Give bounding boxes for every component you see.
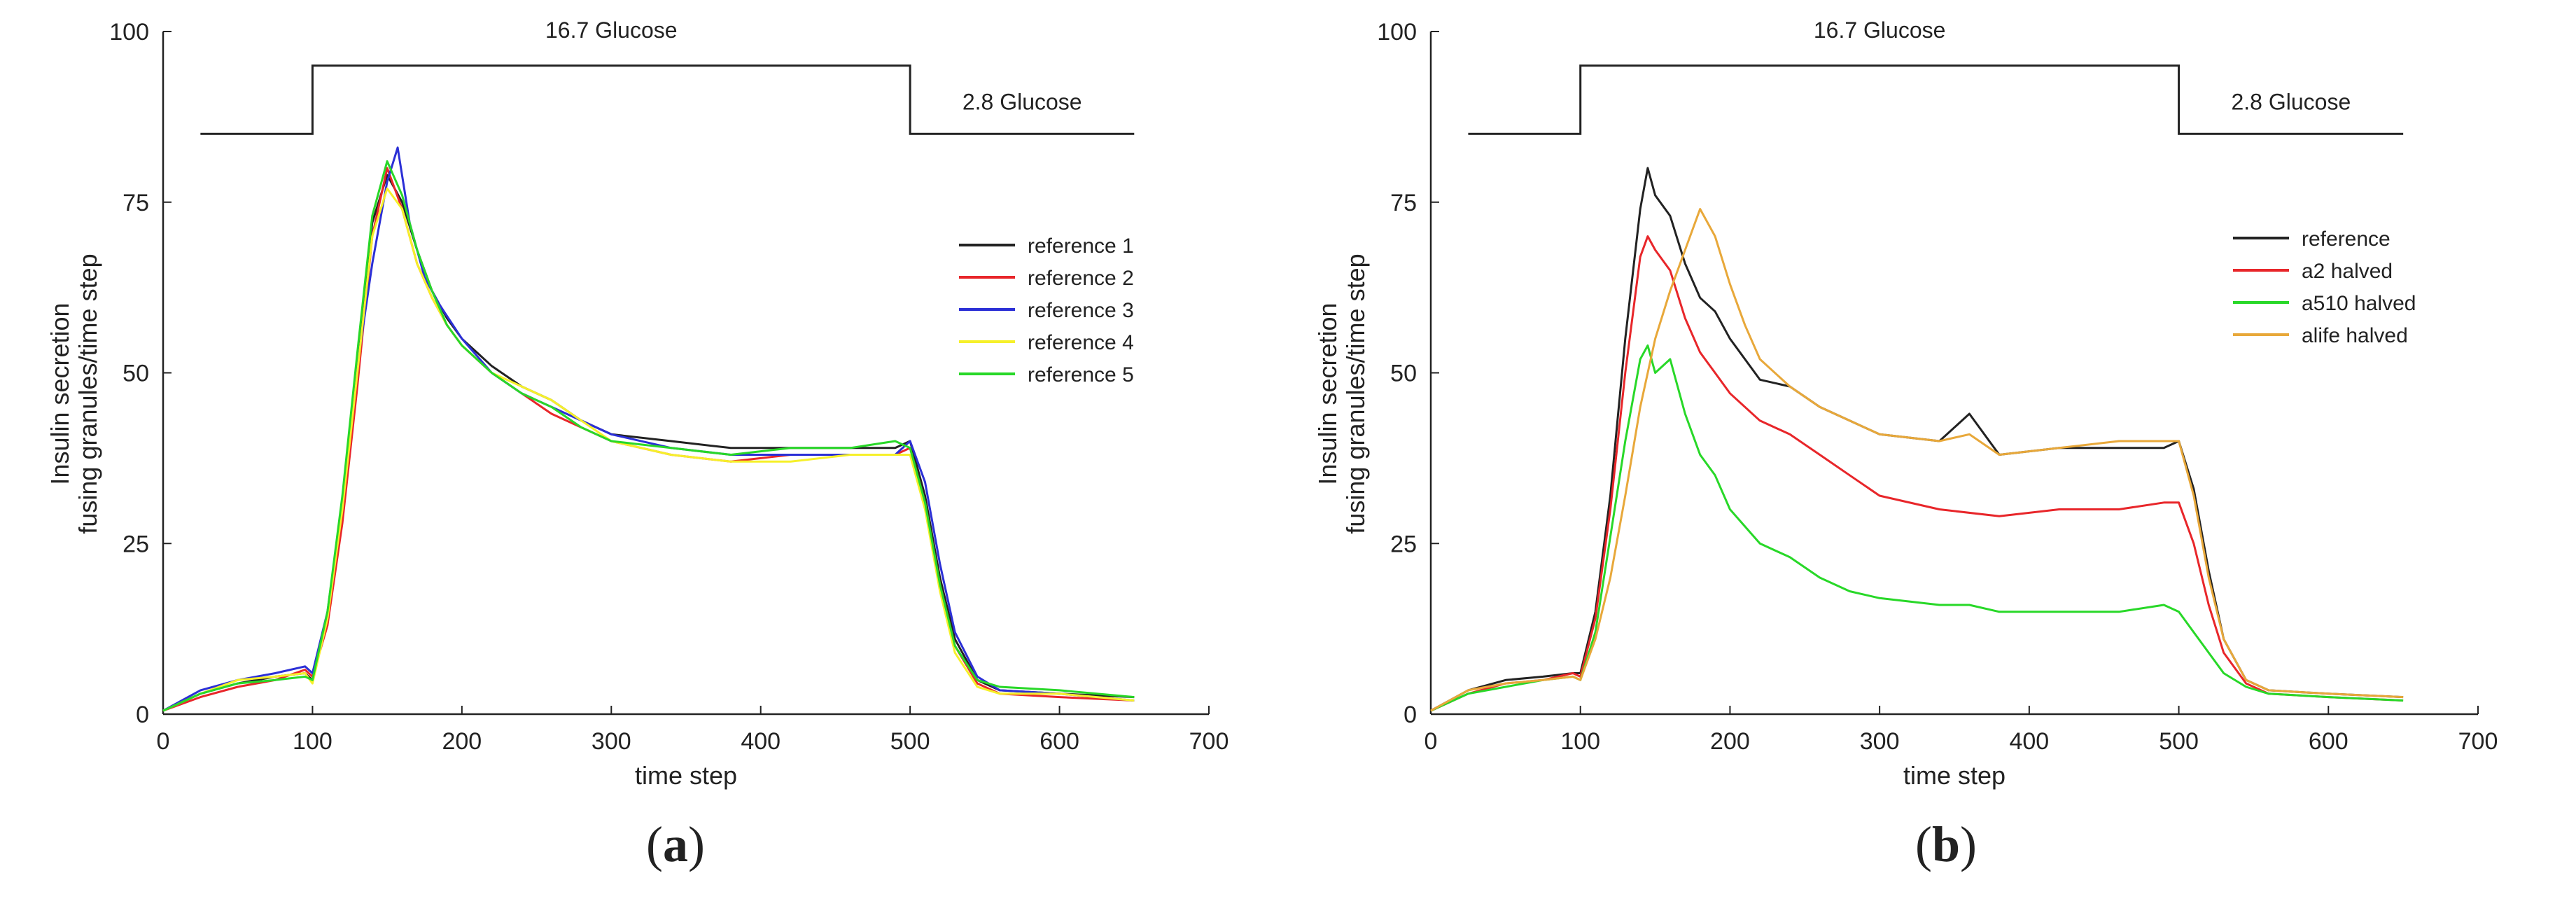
x-tick-label: 300	[592, 728, 631, 755]
axis-ticks	[1430, 31, 2479, 715]
axis-ticks	[162, 31, 1210, 715]
y-tick-label: 75	[122, 190, 149, 216]
legend-entry: a510 halved	[2302, 292, 2416, 315]
x-axis-label: time step	[1903, 761, 2005, 790]
x-tick-label: 100	[1560, 728, 1600, 755]
x-tick-label: 300	[1860, 728, 1900, 755]
x-tick-label: 500	[890, 728, 930, 755]
x-tick-label: 0	[1424, 728, 1438, 755]
y-tick-label: 25	[1390, 531, 1417, 557]
y-axis-label-line1: Insulin secretion	[46, 302, 74, 485]
x-axis-label: time step	[635, 761, 737, 790]
x-tick-label: 200	[442, 728, 482, 755]
legend-entry: reference 4	[1028, 331, 1134, 354]
series-line	[1430, 344, 2404, 712]
legend-entry: alife halved	[2302, 324, 2408, 347]
legend: reference 1 reference 2 reference 3 referen…	[959, 235, 1134, 386]
x-tick-label: 0	[157, 728, 170, 755]
legend-entry: a2 halved	[2302, 260, 2393, 283]
legend-entry: reference	[2302, 228, 2390, 251]
series-line	[1430, 235, 2404, 712]
glucose-stimulus: 16.7 Glucose 2.8 Glucose	[1468, 18, 2404, 135]
x-tick-label: 700	[2458, 728, 2498, 755]
x-tick-labels: 0 100 200 300 400 500 600 700	[1424, 728, 2498, 755]
y-axis-label-line2: fusing granules/time step	[1341, 253, 1370, 534]
chart-panel-a: 0 100 200 300 400 500 600 700 0 25 50 75 100 16.7 G…	[46, 18, 1228, 872]
y-tick-labels: 0 25 50 75 100	[1377, 19, 1417, 728]
stimulus-low-label: 2.8 Glucose	[2231, 89, 2351, 114]
series-lines	[1430, 167, 2404, 712]
y-axis-label-line1: Insulin secretion	[1313, 302, 1342, 485]
y-axis-label-line2: fusing granules/time step	[74, 253, 102, 534]
panel-label: (a)	[646, 816, 705, 872]
series-line	[1430, 208, 2404, 712]
x-tick-label: 600	[2309, 728, 2348, 755]
panel-label-letter: a	[663, 816, 688, 872]
panel-label: (b)	[1915, 816, 1977, 872]
x-tick-label: 600	[1040, 728, 1079, 755]
panel-label-paren: )	[1960, 816, 1977, 872]
stimulus-high-label: 16.7 Glucose	[545, 18, 678, 43]
x-tick-label: 500	[2159, 728, 2199, 755]
x-tick-label: 400	[2009, 728, 2049, 755]
series-lines	[162, 146, 1135, 712]
x-tick-label: 100	[293, 728, 332, 755]
y-tick-label: 0	[1404, 702, 1417, 728]
legend-entry: reference 2	[1028, 267, 1134, 290]
y-tick-label: 75	[1390, 190, 1417, 216]
y-tick-label: 0	[136, 702, 149, 728]
stimulus-low-label: 2.8 Glucose	[962, 89, 1082, 114]
legend-entry: reference 5	[1028, 363, 1134, 386]
stimulus-trace	[1468, 64, 2404, 135]
x-tick-label: 400	[741, 728, 780, 755]
y-tick-label: 25	[122, 531, 149, 557]
y-tick-label: 100	[1377, 19, 1417, 46]
legend-entry: reference 1	[1028, 235, 1134, 258]
series-line	[162, 160, 1135, 712]
panel-label-paren: (	[1915, 816, 1932, 872]
stimulus-high-label: 16.7 Glucose	[1814, 18, 1946, 43]
panel-label-letter: b	[1932, 816, 1960, 872]
x-tick-label: 200	[1710, 728, 1750, 755]
y-tick-label: 100	[109, 19, 149, 46]
y-tick-label: 50	[1390, 361, 1417, 387]
series-line	[162, 187, 1135, 712]
x-tick-labels: 0 100 200 300 400 500 600 700	[157, 728, 1229, 755]
legend: reference a2 halved a510 halved alife halve…	[2233, 228, 2416, 347]
legend-entry: reference 3	[1028, 299, 1134, 322]
y-tick-label: 50	[122, 361, 149, 387]
stimulus-trace	[200, 64, 1135, 135]
glucose-stimulus: 16.7 Glucose 2.8 Glucose	[200, 18, 1135, 135]
panel-label-paren: (	[646, 816, 663, 872]
panel-label-paren: )	[688, 816, 705, 872]
y-tick-labels: 0 25 50 75 100	[109, 19, 149, 728]
chart-panel-b: 0 100 200 300 400 500 600 700 0 25 50 75 100 16.7 G…	[1313, 18, 2498, 872]
series-line	[162, 146, 1135, 712]
x-tick-label: 700	[1189, 728, 1229, 755]
